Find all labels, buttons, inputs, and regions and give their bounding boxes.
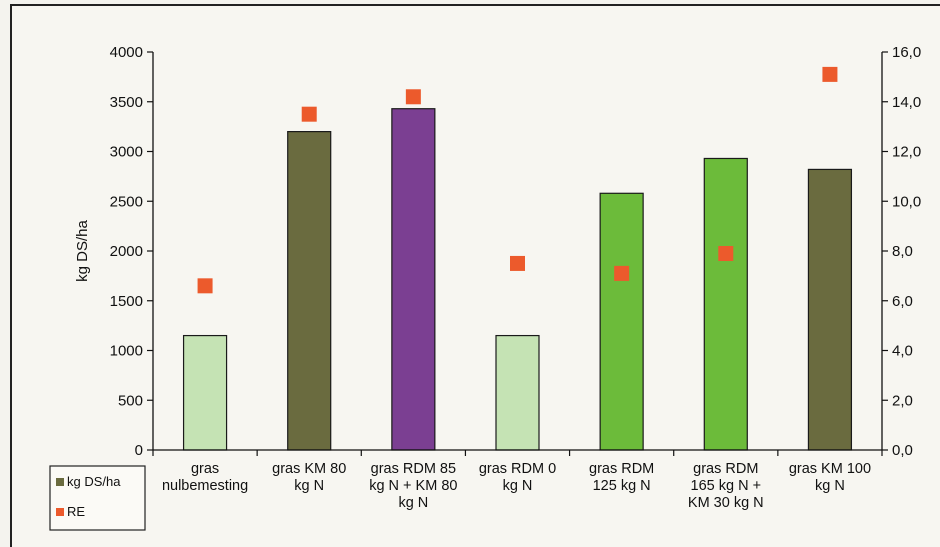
points-layer <box>197 66 838 294</box>
x-tick-label-line: kg N + KM 80 <box>369 478 457 494</box>
bar-4 <box>495 334 540 451</box>
y-tick-label-right: 6,0 <box>892 293 913 310</box>
y-tick-label-left: 0 <box>135 442 143 459</box>
x-tick-label-line: kg N <box>398 495 428 511</box>
y-axis-title-right: %RE <box>938 234 940 268</box>
y-tick-label-left: 3500 <box>110 94 143 111</box>
bars-layer <box>182 108 853 451</box>
x-tick-label-line: nulbemesting <box>162 478 248 494</box>
re-point-6 <box>718 245 734 261</box>
x-tick-label-7: gras KM 100 kg N <box>789 461 871 494</box>
x-tick-label-line: gras RDM <box>589 461 654 477</box>
labels-layer: 0 500 1000 1500 2000 2500 3000 3500 4000 0,0 2,0 4,… <box>74 44 940 511</box>
bar-7 <box>807 168 853 451</box>
x-tick-label-3: gras RDM 85 kg N + KM 80 kg N <box>369 461 457 511</box>
x-tick-label-6: gras RDM 165 kg N + KM 30 kg N <box>688 461 764 511</box>
re-point-1 <box>197 278 213 294</box>
y-tick-label-right: 4,0 <box>892 343 913 360</box>
x-tick-label-line: gras KM 100 <box>789 461 871 477</box>
chart: 0 500 1000 1500 2000 2500 3000 3500 4000 0,0 2,0 4,… <box>49 44 940 531</box>
y-tick-label-right: 2,0 <box>892 392 913 409</box>
y-tick-label-right: 10,0 <box>892 193 921 210</box>
x-tick-label-4: gras RDM 0 kg N <box>479 461 556 494</box>
y-tick-label-right: 8,0 <box>892 243 913 260</box>
x-tick-label-line: gras RDM 0 <box>479 461 556 477</box>
x-tick-label-5: gras RDM 125 kg N <box>589 461 654 494</box>
x-tick-label-line: kg N <box>815 478 845 494</box>
y-tick-label-left: 500 <box>118 392 143 409</box>
y-tick-label-left: 2500 <box>110 193 143 210</box>
legend-swatch-2 <box>56 508 64 516</box>
x-tick-label-line: 125 kg N <box>593 478 651 494</box>
legend-label-1: kg DS/ha <box>67 474 121 489</box>
bar-1 <box>182 334 228 451</box>
y-tick-label-left: 1000 <box>110 343 143 360</box>
x-tick-label-2: gras KM 80 kg N <box>272 461 346 494</box>
legend-box <box>49 465 146 531</box>
y-tick-label-left: 3000 <box>110 144 143 161</box>
y-tick-label-right: 16,0 <box>892 44 921 61</box>
x-tick-label-line: kg N <box>503 478 533 494</box>
x-tick-label-line: gras RDM <box>693 461 758 477</box>
bar-5 <box>599 192 644 451</box>
y-axis-title-left: kg DS/ha <box>74 219 91 281</box>
y-tick-label-right: 0,0 <box>892 442 913 459</box>
re-point-5 <box>614 265 630 281</box>
x-tick-label-line: 165 kg N + <box>691 478 762 494</box>
re-point-7 <box>822 66 838 82</box>
x-tick-label-1: gras nulbemesting <box>162 461 248 494</box>
axes-layer <box>147 51 888 456</box>
re-point-2 <box>301 106 317 122</box>
legend: kg DS/ha RE <box>49 465 146 531</box>
bar-2 <box>287 130 332 451</box>
y-tick-label-left: 2000 <box>110 243 143 260</box>
chart-frame: 0 500 1000 1500 2000 2500 3000 3500 4000 0,0 2,0 4,… <box>10 4 940 547</box>
re-point-4 <box>510 255 525 271</box>
bar-6 <box>703 157 748 451</box>
x-tick-label-line: gras KM 80 <box>272 461 346 477</box>
x-tick-label-line: KM 30 kg N <box>688 495 764 511</box>
re-point-3 <box>405 89 421 105</box>
legend-swatch-1 <box>56 478 64 486</box>
y-tick-label-left: 4000 <box>110 44 143 61</box>
x-tick-label-line: kg N <box>294 478 324 494</box>
x-tick-label-line: gras RDM 85 <box>371 461 456 477</box>
y-tick-label-right: 12,0 <box>892 144 921 161</box>
bar-3 <box>391 108 436 451</box>
y-tick-label-left: 1500 <box>110 293 143 310</box>
legend-label-2: RE <box>67 504 85 519</box>
y-tick-label-right: 14,0 <box>892 94 921 111</box>
x-tick-label-line: gras <box>191 461 219 477</box>
